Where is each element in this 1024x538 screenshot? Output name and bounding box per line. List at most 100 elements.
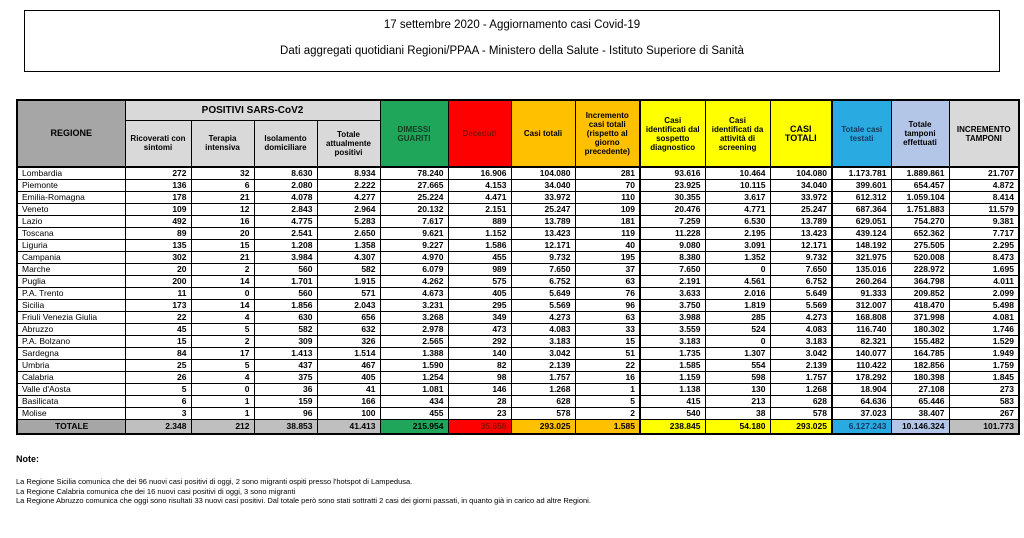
cell-ricoverati: 84 (124, 346, 192, 360)
table-row: Molise 3 1 96 100 455 23 578 2 540 38 578 37.023 38.4… (16, 406, 1020, 420)
cell-totale-positivi: 2.964 (316, 202, 381, 216)
column-group-positivi-sars-cov2: POSITIVI SARS-CoV2 (124, 99, 381, 121)
cell-totale-casi-testati: 321.975 (831, 250, 892, 264)
cell-casi-totali: 1.268 (510, 382, 576, 396)
region-name: Sardegna (16, 346, 126, 360)
cell-incremento-casi: 37 (574, 262, 641, 276)
cell-dimessi-guariti: 4.673 (379, 286, 449, 300)
cell-casi-totali-2: 1.268 (769, 382, 833, 396)
cell-deceduti: 16.906 (447, 166, 512, 180)
cell-incremento-tamponi: 4.081 (948, 310, 1020, 324)
cell-totale-tamponi: 754.270 (890, 214, 950, 228)
cell-totale-positivi: 582 (316, 262, 381, 276)
cell-deceduti: 4.471 (447, 190, 512, 204)
cell-terapia-intensiva: 1 (190, 394, 255, 408)
cell-deceduti: 82 (447, 358, 512, 372)
cell-totale-positivi: 656 (316, 310, 381, 324)
cell-deceduti: 146 (447, 382, 512, 396)
cell-screening: 0 (704, 334, 771, 348)
cell-deceduti: 28 (447, 394, 512, 408)
table-row: Calabria 26 4 375 405 1.254 98 1.757 16 1.159 598 1… (16, 370, 1020, 384)
table-row: Sicilia 173 14 1.856 2.043 3.231 295 5.569 96 3.7… (16, 298, 1020, 312)
cell-screening: 598 (704, 370, 771, 384)
cell-incremento-tamponi: 11.579 (948, 202, 1020, 216)
cell-casi-totali-2: 25.247 (769, 202, 833, 216)
cell-totale-casi-testati: 312.007 (831, 298, 892, 312)
cell-screening: 4.771 (704, 202, 771, 216)
cell-dimessi-guariti: 455 (379, 406, 449, 420)
table-row: Sardegna 84 17 1.413 1.514 1.388 140 3.042 51 1.7… (16, 346, 1020, 360)
region-name: Emilia-Romagna (16, 190, 126, 204)
cell-ricoverati: 136 (124, 178, 192, 192)
column-header-totale-positivi: Totale attualmente positivi (316, 119, 381, 168)
cell-incremento-tamponi: 7.717 (948, 226, 1020, 240)
cell-deceduti: 295 (447, 298, 512, 312)
cell-sospetto-diagnostico: 93.616 (639, 166, 706, 180)
cell-totale-positivi: 2.650 (316, 226, 381, 240)
region-name: Lazio (16, 214, 126, 228)
cell-deceduti: 455 (447, 250, 512, 264)
cell-ricoverati: 15 (124, 334, 192, 348)
cell-totale-positivi: 166 (316, 394, 381, 408)
cell-totale-positivi: 4.277 (316, 190, 381, 204)
cell-incremento-casi: 1.585 (574, 418, 641, 435)
cell-incremento-tamponi: 1.845 (948, 370, 1020, 384)
cell-terapia-intensiva: 4 (190, 310, 255, 324)
table-row: Campania 302 21 3.984 4.307 4.970 455 9.732 195 8… (16, 250, 1020, 264)
cell-ricoverati: 178 (124, 190, 192, 204)
cell-sospetto-diagnostico: 11.228 (639, 226, 706, 240)
cell-ricoverati: 11 (124, 286, 192, 300)
column-header-casi-totali: Casi totali (510, 99, 576, 168)
cell-totale-casi-testati: 399.601 (831, 178, 892, 192)
cell-screening: 0 (704, 262, 771, 276)
table-row: Lombardia 272 32 8.630 8.934 78.240 16.906 104.… (16, 166, 1020, 180)
table-row: Veneto 109 12 2.843 2.964 20.132 2.151 25.247 10… (16, 202, 1020, 216)
cell-totale-tamponi: 364.798 (890, 274, 950, 288)
cell-incremento-casi: 15 (574, 334, 641, 348)
cell-sospetto-diagnostico: 3.559 (639, 322, 706, 336)
cell-casi-totali: 7.650 (510, 262, 576, 276)
cell-casi-totali-2: 5.569 (769, 298, 833, 312)
cell-totale-tamponi: 182.856 (890, 358, 950, 372)
cell-totale-positivi: 467 (316, 358, 381, 372)
region-name: Friuli Venezia Giulia (16, 310, 126, 324)
cell-incremento-tamponi: 267 (948, 406, 1020, 420)
cell-dimessi-guariti: 1.081 (379, 382, 449, 396)
column-header-incremento-casi: Incremento casi totali (rispetto al gior… (574, 99, 641, 168)
cell-incremento-tamponi: 5.498 (948, 298, 1020, 312)
cell-ricoverati: 26 (124, 370, 192, 384)
report-header: 17 settembre 2020 - Aggiornamento casi C… (24, 10, 1000, 72)
cell-ricoverati: 272 (124, 166, 192, 180)
cell-deceduti: 989 (447, 262, 512, 276)
cell-casi-totali: 34.040 (510, 178, 576, 192)
cell-sospetto-diagnostico: 1.585 (639, 358, 706, 372)
cell-totale-casi-testati: 18.904 (831, 382, 892, 396)
cell-screening: 285 (704, 310, 771, 324)
cell-totale-positivi: 571 (316, 286, 381, 300)
cell-casi-totali: 4.083 (510, 322, 576, 336)
cell-totale-tamponi: 180.398 (890, 370, 950, 384)
cell-casi-totali-2: 3.042 (769, 346, 833, 360)
column-header-dimessi-guariti: DIMESSI GUARITI (379, 99, 449, 168)
cell-totale-positivi: 632 (316, 322, 381, 336)
table-row: Friuli Venezia Giulia 22 4 630 656 3.268 349 4.… (16, 310, 1020, 324)
cell-totale-positivi: 2.043 (316, 298, 381, 312)
cell-deceduti: 98 (447, 370, 512, 384)
cell-terapia-intensiva: 4 (190, 370, 255, 384)
table-row: Umbria 25 5 437 467 1.590 82 2.139 22 1.585 554 2.1… (16, 358, 1020, 372)
cell-deceduti: 349 (447, 310, 512, 324)
region-name: Umbria (16, 358, 126, 372)
cell-dimessi-guariti: 3.268 (379, 310, 449, 324)
cell-sospetto-diagnostico: 3.183 (639, 334, 706, 348)
cell-terapia-intensiva: 5 (190, 322, 255, 336)
cell-casi-totali-2: 578 (769, 406, 833, 420)
cell-sospetto-diagnostico: 20.476 (639, 202, 706, 216)
cell-isolamento: 630 (253, 310, 318, 324)
cell-totale-casi-testati: 110.422 (831, 358, 892, 372)
cell-totale-casi-testati: 148.192 (831, 238, 892, 252)
cell-deceduti: 35.658 (447, 418, 512, 435)
table-row-totale: TOTALE 2.348 212 38.853 41.413 215.954 35.658 2… (16, 418, 1020, 435)
cell-casi-totali-2: 1.757 (769, 370, 833, 384)
cell-dimessi-guariti: 1.590 (379, 358, 449, 372)
table-row: Marche 20 2 560 582 6.079 989 7.650 37 7.650 0 7.65… (16, 262, 1020, 276)
